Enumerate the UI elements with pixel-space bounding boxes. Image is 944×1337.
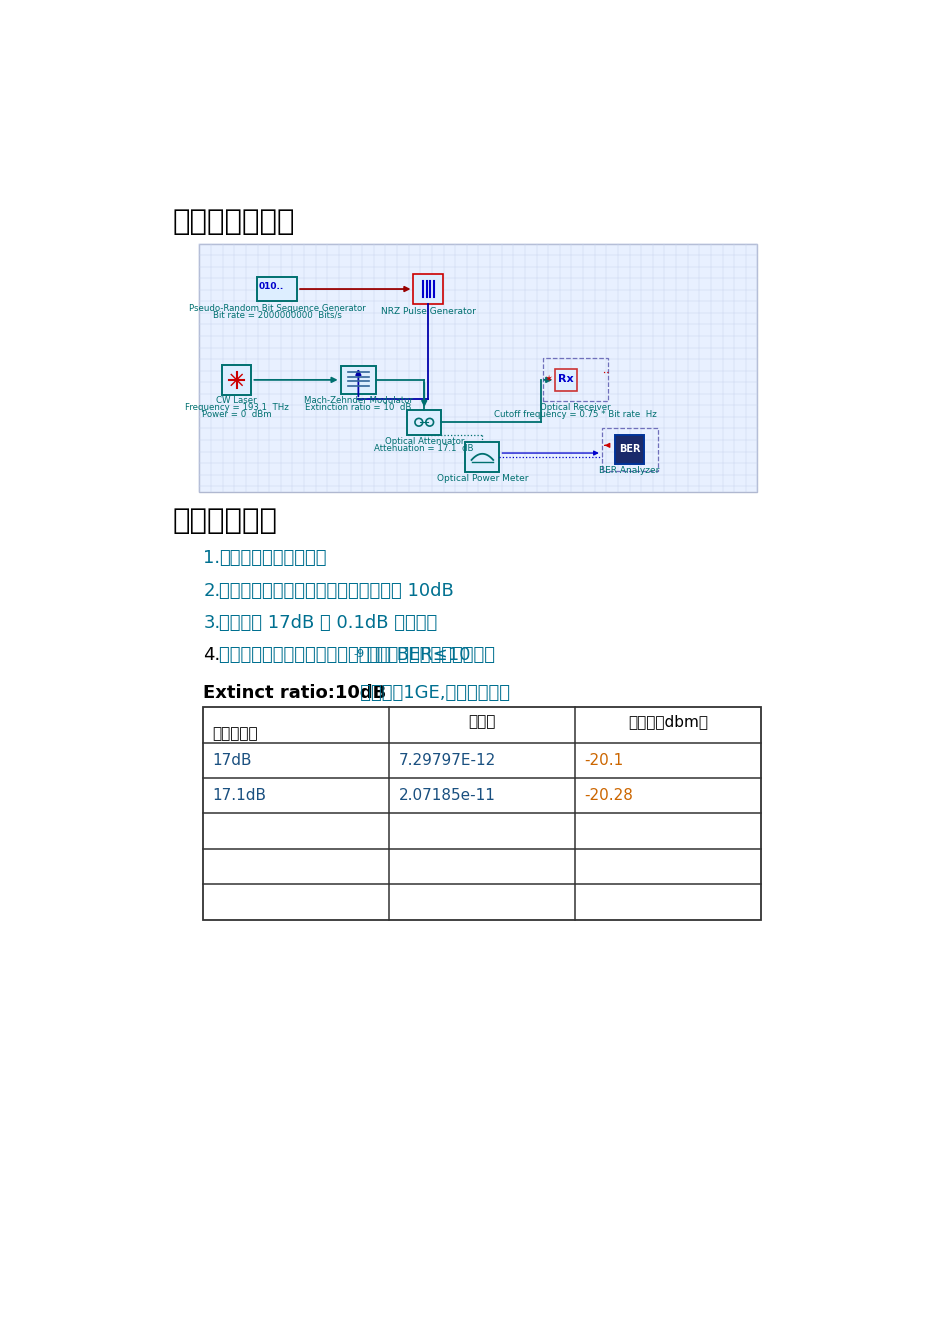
Text: Bit rate = 2000000000  Bits/s: Bit rate = 2000000000 Bits/s <box>212 310 341 320</box>
Text: 光功率（dbm）: 光功率（dbm） <box>628 714 708 729</box>
Text: BER: BER <box>618 444 640 455</box>
Text: ✶: ✶ <box>544 374 551 384</box>
Bar <box>542 358 607 401</box>
Text: 按照图搭建仿真配置图: 按照图搭建仿真配置图 <box>219 550 326 567</box>
Text: Cutoff frequency = 0.75 * Bit rate  Hz: Cutoff frequency = 0.75 * Bit rate Hz <box>494 410 656 418</box>
Text: NRZ Pulse Generator: NRZ Pulse Generator <box>380 306 475 316</box>
Text: BER Analyzer: BER Analyzer <box>598 467 659 475</box>
Bar <box>222 365 251 394</box>
Text: Pseudo-Random Bit Sequence Generator: Pseudo-Random Bit Sequence Generator <box>189 303 365 313</box>
Text: 可变光衰值: 可变光衰值 <box>212 726 258 741</box>
Text: 17.1dB: 17.1dB <box>212 789 266 804</box>
Text: Optical Power Meter: Optical Power Meter <box>436 473 528 483</box>
Text: Extinction ratio = 10  dB: Extinction ratio = 10 dB <box>305 402 412 412</box>
Text: 衰减器从 17dB 以 0.1dB 步长递增: 衰减器从 17dB 以 0.1dB 步长递增 <box>219 614 437 632</box>
Text: Optical Attenuator: Optical Attenuator <box>384 437 464 445</box>
Text: 010..: 010.. <box>258 282 283 291</box>
Text: 比特率：1GE,测量灵敏度。: 比特率：1GE,测量灵敏度。 <box>343 685 510 702</box>
Bar <box>407 410 441 435</box>
Text: -20.28: -20.28 <box>584 789 632 804</box>
Text: 得出该光接收机的灵敏度。: 得出该光接收机的灵敏度。 <box>365 646 495 664</box>
Text: Rx: Rx <box>558 374 573 384</box>
Text: 7.29797E-12: 7.29797E-12 <box>398 753 496 767</box>
Text: Extinct ratio:10dB: Extinct ratio:10dB <box>203 685 386 702</box>
Text: CW Laser: CW Laser <box>216 396 257 405</box>
Text: 2.07185e-11: 2.07185e-11 <box>398 789 495 804</box>
Text: 观察并记录误码仪中的误码率，根据 BER≤10: 观察并记录误码仪中的误码率，根据 BER≤10 <box>219 646 470 664</box>
Bar <box>340 366 376 394</box>
Text: 2.: 2. <box>203 582 220 599</box>
Text: 4.: 4. <box>203 646 220 664</box>
Text: 误码率: 误码率 <box>468 714 496 729</box>
Text: 将单信道光发射机模块中的消光比改为 10dB: 将单信道光发射机模块中的消光比改为 10dB <box>219 582 453 599</box>
Bar <box>615 435 644 464</box>
Bar <box>199 243 757 492</box>
Text: 三、实验配置图: 三、实验配置图 <box>172 209 295 237</box>
Bar <box>555 369 577 390</box>
Text: Optical Receiver: Optical Receiver <box>539 402 610 412</box>
Bar <box>464 443 498 472</box>
Text: 四、实验步骤: 四、实验步骤 <box>172 507 278 535</box>
Text: Power = 0  dBm: Power = 0 dBm <box>202 410 271 418</box>
Text: 1.: 1. <box>203 550 220 567</box>
Text: Attenuation = 17.1  dB: Attenuation = 17.1 dB <box>374 444 474 453</box>
Bar <box>601 428 657 471</box>
Text: 17dB: 17dB <box>212 753 252 767</box>
Bar <box>257 277 296 301</box>
Bar <box>203 707 761 920</box>
Text: -20.1: -20.1 <box>584 753 623 767</box>
Text: Frequency = 193.1  THz: Frequency = 193.1 THz <box>185 402 288 412</box>
Text: 3.: 3. <box>203 614 220 632</box>
Text: -9: -9 <box>353 648 364 659</box>
Bar <box>413 274 443 303</box>
Text: Mach-Zehnder Modulator: Mach-Zehnder Modulator <box>304 396 413 405</box>
